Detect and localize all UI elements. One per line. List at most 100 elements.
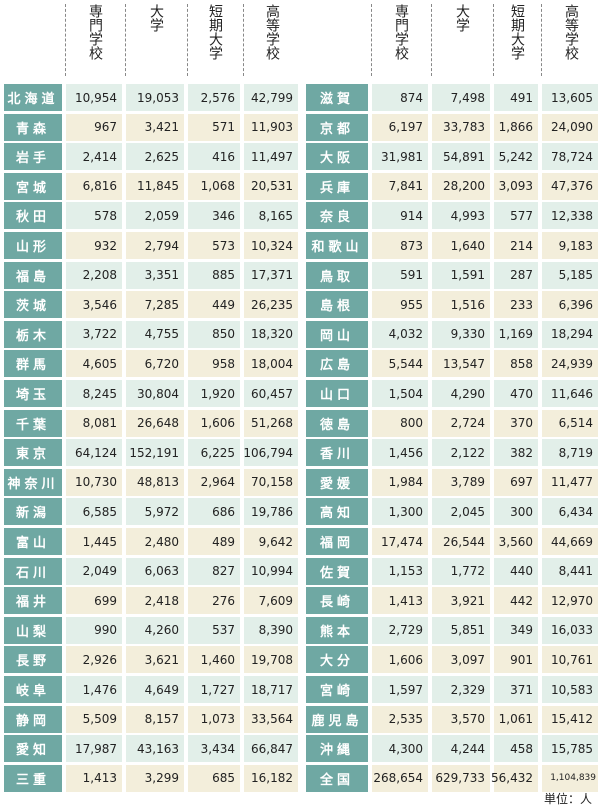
table-cell: 958 [188, 350, 240, 378]
table-cell: 449 [188, 291, 240, 319]
table-cell: 10,954 [66, 84, 122, 111]
table-cell: 1,866 [494, 113, 538, 141]
table-cell: 382 [494, 439, 538, 467]
prefecture-name: 全国 [306, 764, 368, 792]
column-header: 高等学校 [264, 4, 280, 60]
table-cell: 1,772 [432, 557, 490, 585]
table-cell: 16,033 [542, 616, 598, 644]
table-cell: 800 [372, 409, 428, 437]
table-cell: 9,183 [542, 232, 598, 259]
table-cell: 106,794 [243, 439, 298, 467]
table-cell: 48,813 [126, 468, 184, 496]
table-cell: 629,733 [432, 764, 490, 792]
table-cell: 13,547 [432, 350, 490, 378]
table-cell: 11,845 [126, 172, 184, 200]
prefecture-name: 愛知 [4, 735, 62, 763]
prefecture-name: 福岡 [306, 528, 368, 555]
table-cell: 26,544 [432, 528, 490, 555]
table-cell: 64,124 [66, 439, 122, 467]
table-cell: 2,049 [66, 557, 122, 585]
table-cell: 5,972 [126, 498, 184, 526]
prefecture-name: 兵庫 [306, 172, 368, 200]
prefecture-name: 福井 [4, 587, 62, 615]
prefecture-name: 広島 [306, 350, 368, 378]
table-cell: 440 [494, 557, 538, 585]
table-cell: 3,621 [126, 646, 184, 674]
prefecture-name: 茨城 [4, 291, 62, 319]
table-cell: 1,153 [372, 557, 428, 585]
table-cell: 2,964 [188, 468, 240, 496]
column-header: 大学 [148, 4, 164, 32]
prefecture-name: 大阪 [306, 143, 368, 171]
table-cell: 24,939 [542, 350, 598, 378]
table-cell: 11,477 [542, 468, 598, 496]
table-cell: 6,816 [66, 172, 122, 200]
table-cell: 4,649 [126, 676, 184, 703]
table-cell: 24,090 [542, 113, 598, 141]
table-cell: 9,330 [432, 320, 490, 348]
table-cell: 2,122 [432, 439, 490, 467]
table-cell: 4,993 [432, 202, 490, 230]
table-cell: 1,606 [188, 409, 240, 437]
table-cell: 42,799 [244, 84, 298, 111]
table-cell: 268,654 [372, 764, 428, 792]
table-cell: 60,457 [244, 380, 298, 407]
table-cell: 19,786 [244, 498, 298, 526]
table-cell: 19,053 [126, 84, 184, 111]
prefecture-name: 宮崎 [306, 676, 368, 703]
prefecture-name: 佐賀 [306, 557, 368, 585]
table-cell: 78,724 [542, 143, 598, 171]
table-cell: 458 [494, 735, 538, 763]
table-cell: 5,509 [66, 705, 122, 733]
table-cell: 300 [494, 498, 538, 526]
column-header: 専門学校 [393, 4, 409, 60]
table-cell: 1,169 [494, 320, 538, 348]
table-cell: 1,984 [372, 468, 428, 496]
table-cell: 18,320 [244, 320, 298, 348]
table-cell: 1,061 [494, 705, 538, 733]
prefecture-name: 栃木 [4, 320, 62, 348]
table-cell: 2,625 [126, 143, 184, 171]
table-cell: 11,646 [542, 380, 598, 407]
prefecture-name: 京都 [306, 113, 368, 141]
table-cell: 1,445 [66, 528, 122, 555]
table-cell: 12,338 [542, 202, 598, 230]
table-cell: 31,981 [372, 143, 428, 171]
table-cell: 577 [494, 202, 538, 230]
table-cell: 697 [494, 468, 538, 496]
table-cell: 370 [494, 409, 538, 437]
prefecture-name: 北海道 [4, 84, 62, 111]
table-cell: 10,583 [542, 676, 598, 703]
table-cell: 233 [494, 291, 538, 319]
table-cell: 11,497 [244, 143, 298, 171]
table-cell: 3,351 [126, 261, 184, 289]
prefecture-name: 石川 [4, 557, 62, 585]
table-cell: 1,300 [372, 498, 428, 526]
table-cell: 12,970 [542, 587, 598, 615]
table-cell: 214 [494, 232, 538, 259]
table-cell: 13,605 [542, 84, 598, 111]
table-cell: 885 [188, 261, 240, 289]
table-cell: 1,460 [188, 646, 240, 674]
prefecture-name: 山梨 [4, 616, 62, 644]
table-cell: 11,903 [244, 113, 298, 141]
table-cell: 2,729 [372, 616, 428, 644]
table-cell: 699 [66, 587, 122, 615]
table-cell: 30,804 [126, 380, 184, 407]
prefecture-name: 和歌山 [306, 232, 368, 259]
table-cell: 489 [188, 528, 240, 555]
table-cell: 1,476 [66, 676, 122, 703]
table-cell: 43,163 [126, 735, 184, 763]
table-cell: 2,045 [432, 498, 490, 526]
table-cell: 901 [494, 646, 538, 674]
table-cell: 28,200 [432, 172, 490, 200]
table-cell: 7,609 [244, 587, 298, 615]
table-cell: 3,722 [66, 320, 122, 348]
prefecture-name: 宮城 [4, 172, 62, 200]
table-cell: 349 [494, 616, 538, 644]
table-cell: 1,597 [372, 676, 428, 703]
table-cell: 573 [188, 232, 240, 259]
prefecture-name: 新潟 [4, 498, 62, 526]
table-cell: 4,290 [432, 380, 490, 407]
table-cell: 3,097 [432, 646, 490, 674]
